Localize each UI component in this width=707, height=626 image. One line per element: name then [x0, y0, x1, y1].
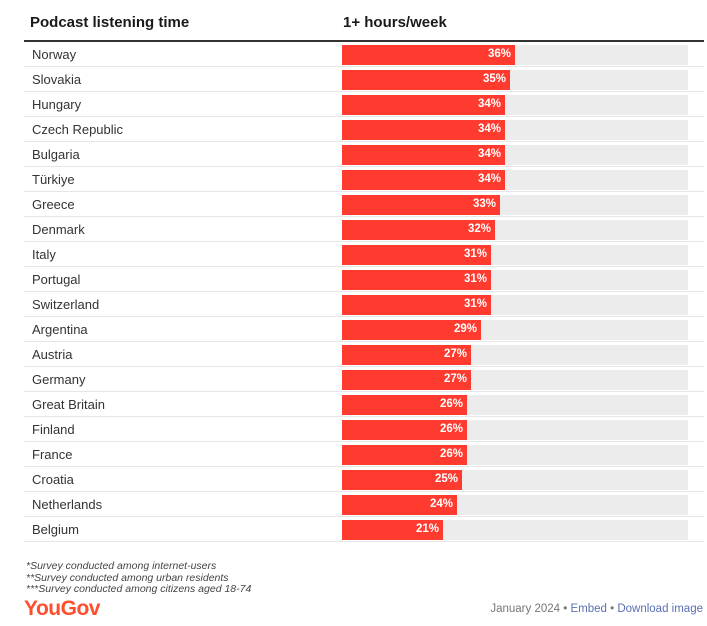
country-label: Croatia — [32, 472, 74, 487]
bar — [342, 95, 505, 115]
footer-links: January 2024 • Embed • Download image — [490, 603, 703, 615]
bar — [342, 420, 467, 440]
metric-column-header: 1+ hours/week — [343, 14, 447, 31]
country-label: Portugal — [32, 272, 81, 287]
table-row: Czech Republic 34% — [24, 117, 704, 142]
table-row: Belgium 21% — [24, 517, 704, 542]
date-label: January 2024 — [490, 603, 561, 615]
value-label: 25% — [434, 473, 458, 485]
value-label: 21% — [415, 523, 439, 535]
footnote: ***Survey conducted among citizens aged … — [26, 583, 252, 595]
footnote: *Survey conducted among internet-users — [26, 560, 217, 572]
value-label: 29% — [453, 323, 477, 335]
value-label: 26% — [439, 423, 463, 435]
bar — [342, 245, 491, 265]
bar — [342, 120, 505, 140]
bar — [342, 395, 467, 415]
value-label: 31% — [463, 298, 487, 310]
value-label: 34% — [477, 148, 501, 160]
country-label: Bulgaria — [32, 147, 80, 162]
table-row: Denmark 32% — [24, 217, 704, 242]
table-row: Norway 36% — [24, 42, 704, 67]
country-label: Czech Republic — [32, 122, 124, 137]
country-label: Italy — [32, 247, 56, 262]
value-label: 32% — [467, 223, 491, 235]
bar — [342, 345, 471, 365]
country-column-header: Podcast listening time — [30, 14, 190, 31]
download-image-link[interactable]: Download image — [617, 603, 703, 615]
bar — [342, 220, 495, 240]
value-label: 26% — [439, 448, 463, 460]
value-label: 36% — [487, 48, 511, 60]
country-label: France — [32, 447, 73, 462]
country-label: Denmark — [32, 222, 85, 237]
table-row: Great Britain 26% — [24, 392, 704, 417]
value-label: 35% — [482, 73, 506, 85]
country-label: Greece — [32, 197, 75, 212]
table-row: Türkiye 34% — [24, 167, 704, 192]
separator: • — [606, 603, 618, 615]
country-label: Switzerland — [32, 297, 100, 312]
table-row: Finland 26% — [24, 417, 704, 442]
bar — [342, 320, 481, 340]
country-label: Finland — [32, 422, 75, 437]
table-row: Argentina 29% — [24, 317, 704, 342]
bar — [342, 295, 491, 315]
table-row: Portugal 31% — [24, 267, 704, 292]
bar — [342, 270, 491, 290]
table-row: Hungary 34% — [24, 92, 704, 117]
table-row: Switzerland 31% — [24, 292, 704, 317]
country-label: Great Britain — [32, 397, 105, 412]
bar — [342, 470, 462, 490]
embed-link[interactable]: Embed — [570, 603, 607, 615]
footnotes: *Survey conducted among internet-users *… — [26, 560, 252, 596]
footnote: **Survey conducted among urban residents — [26, 571, 229, 584]
bar — [342, 45, 515, 65]
table-row: Netherlands 24% — [24, 492, 704, 517]
bar — [342, 520, 443, 540]
value-label: 34% — [477, 123, 501, 135]
bar — [342, 495, 457, 515]
bar — [342, 195, 500, 215]
table-row: Greece 33% — [24, 192, 704, 217]
value-label: 34% — [477, 173, 501, 185]
country-label: Hungary — [32, 97, 82, 112]
value-label: 26% — [439, 398, 463, 410]
table-row: France 26% — [24, 442, 704, 467]
table-row: Croatia 25% — [24, 467, 704, 492]
country-label: Slovakia — [32, 72, 82, 87]
value-label: 34% — [477, 98, 501, 110]
yougov-logo: YouGov — [24, 597, 100, 620]
country-label: Netherlands — [32, 497, 103, 512]
country-label: Germany — [32, 372, 86, 387]
table-row: Italy 31% — [24, 242, 704, 267]
bar-chart: Norway 36% Slovakia 35% Hungary 34% Czech Repu… — [24, 42, 704, 542]
value-label: 31% — [463, 273, 487, 285]
bar — [342, 70, 510, 90]
separator: • — [560, 603, 571, 615]
country-label: Argentina — [32, 322, 88, 337]
table-header: Podcast listening time 1+ hours/week — [30, 10, 707, 38]
table-row: Bulgaria 34% — [24, 142, 704, 167]
country-label: Austria — [32, 347, 73, 362]
value-label: 24% — [429, 498, 453, 510]
table-row: Austria 27% — [24, 342, 704, 367]
bar — [342, 445, 467, 465]
country-label: Türkiye — [32, 172, 75, 187]
value-label: 27% — [443, 373, 467, 385]
value-label: 27% — [443, 348, 467, 360]
bar — [342, 170, 505, 190]
value-label: 31% — [463, 248, 487, 260]
bar — [342, 145, 505, 165]
country-label: Belgium — [32, 522, 79, 537]
header-divider — [24, 40, 704, 42]
value-label: 33% — [472, 198, 496, 210]
country-label: Norway — [32, 47, 77, 62]
bar — [342, 370, 471, 390]
table-row: Germany 27% — [24, 367, 704, 392]
table-row: Slovakia 35% — [24, 67, 704, 92]
